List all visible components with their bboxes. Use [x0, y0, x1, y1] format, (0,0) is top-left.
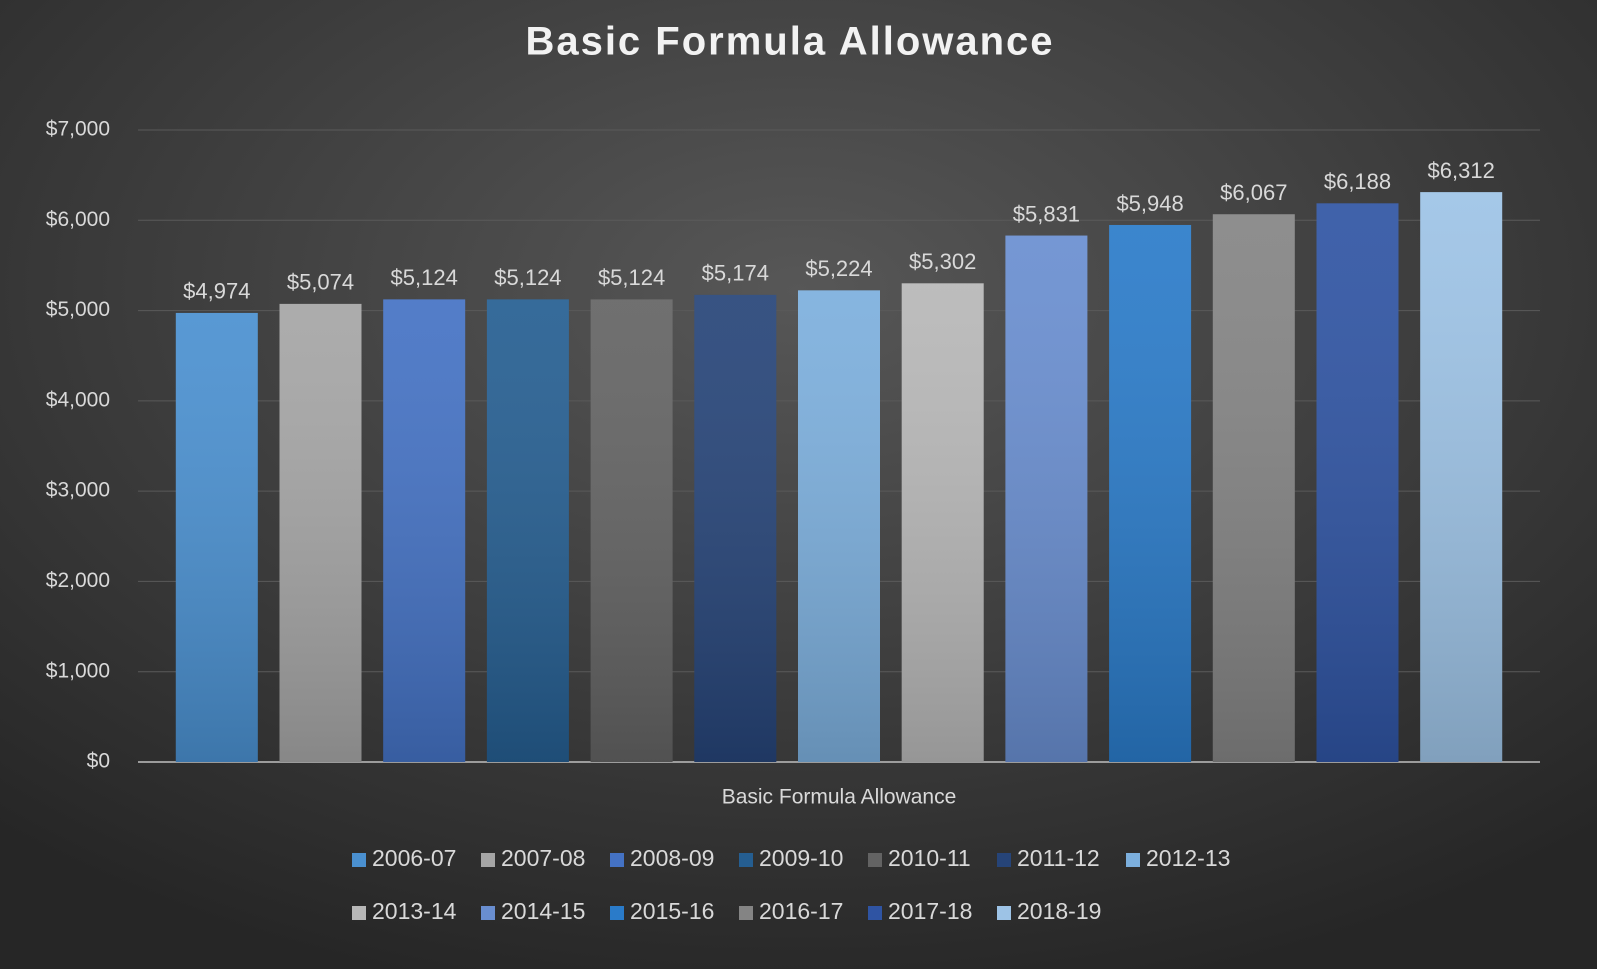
bar-shade — [1420, 192, 1503, 762]
legend-swatch — [352, 906, 366, 920]
legend-label: 2013-14 — [372, 898, 457, 924]
legend-label: 2010-11 — [888, 845, 971, 871]
bar-shade — [383, 299, 466, 762]
legend-label: 2009-10 — [759, 845, 843, 871]
bar-shade — [590, 299, 673, 762]
legend-label: 2011-12 — [1017, 845, 1100, 871]
bar-shade — [279, 303, 362, 762]
data-label: $6,312 — [1428, 158, 1495, 183]
bar-shade — [1316, 203, 1399, 762]
legend-swatch — [997, 853, 1011, 867]
data-label: $5,224 — [805, 256, 872, 281]
y-tick-label: $6,000 — [46, 208, 110, 231]
y-tick-label: $2,000 — [46, 569, 110, 592]
bar-shade — [1109, 224, 1192, 762]
data-label: $5,124 — [494, 265, 561, 290]
data-label: $5,174 — [702, 261, 769, 286]
legend-swatch — [610, 906, 624, 920]
legend-label: 2006-07 — [372, 845, 456, 871]
y-tick-label: $7,000 — [46, 118, 110, 141]
legend-swatch — [739, 906, 753, 920]
bar-shade — [175, 312, 258, 762]
data-label: $5,124 — [391, 265, 458, 290]
legend-swatch — [352, 853, 366, 867]
bar-shade — [486, 299, 569, 762]
legend-label: 2008-09 — [630, 845, 714, 871]
chart-title: Basic Formula Allowance — [525, 20, 1054, 64]
y-tick-label: $4,000 — [46, 388, 110, 411]
x-tick-label: Basic Formula Allowance — [722, 786, 957, 809]
legend-swatch — [481, 906, 495, 920]
data-label: $5,831 — [1013, 201, 1080, 226]
legend-swatch — [997, 906, 1011, 920]
bar-shade — [1212, 214, 1295, 762]
legend-label: 2017-18 — [888, 898, 972, 924]
y-tick-label: $0 — [87, 750, 110, 773]
legend-swatch — [868, 906, 882, 920]
data-label: $5,302 — [909, 249, 976, 274]
legend-label: 2016-17 — [759, 898, 843, 924]
bar-shade — [798, 290, 880, 762]
y-tick-label: $5,000 — [46, 298, 110, 321]
y-tick-label: $3,000 — [46, 479, 110, 502]
legend-label: 2012-13 — [1146, 845, 1230, 871]
legend-label: 2014-15 — [501, 898, 585, 924]
data-label: $5,948 — [1116, 191, 1183, 216]
legend-label: 2007-08 — [501, 845, 585, 871]
legend-swatch — [739, 853, 753, 867]
data-label: $4,974 — [183, 279, 250, 304]
legend-swatch — [868, 853, 882, 867]
data-label: $5,124 — [598, 265, 665, 290]
bar-shade — [901, 283, 984, 762]
legend-swatch — [1126, 853, 1140, 867]
bar-shade — [694, 294, 777, 762]
legend-swatch — [481, 853, 495, 867]
data-label: $5,074 — [287, 270, 354, 295]
legend-swatch — [610, 853, 624, 867]
data-label: $6,188 — [1324, 169, 1391, 194]
y-tick-label: $1,000 — [46, 659, 110, 682]
bar-shade — [1005, 235, 1088, 762]
data-label: $6,067 — [1220, 180, 1287, 205]
legend-label: 2018-19 — [1017, 898, 1101, 924]
legend-label: 2015-16 — [630, 898, 714, 924]
